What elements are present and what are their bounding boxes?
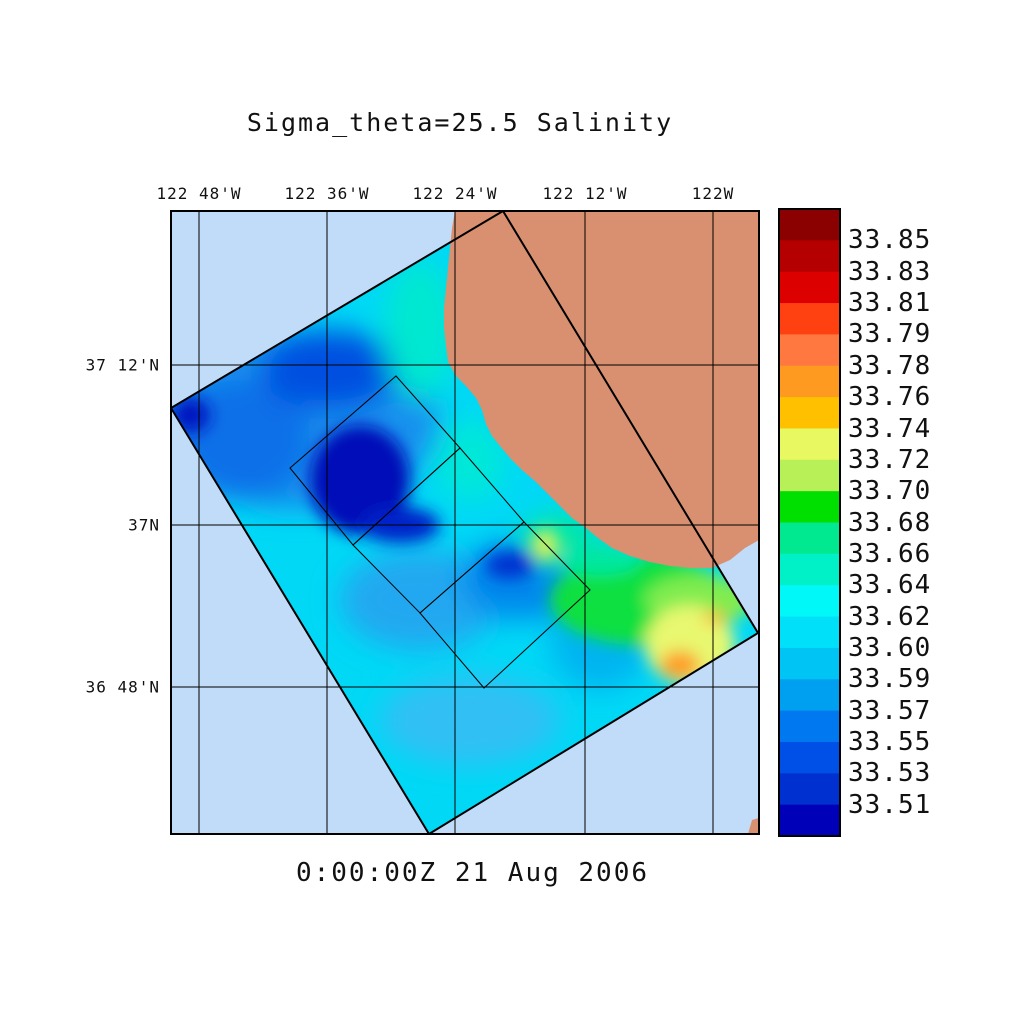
colorbar-swatch [779, 741, 840, 774]
colorbar-swatch [779, 334, 840, 367]
lat-tick-label: 37 12'N [85, 355, 160, 375]
land-mass [444, 211, 759, 568]
colorbar-swatch [779, 491, 840, 524]
colorbar-tick-label: 33.72 [848, 444, 932, 475]
colorbar-swatch [779, 209, 840, 241]
colorbar [779, 209, 840, 837]
colorbar-swatch [779, 773, 840, 806]
colorbar-tick-label: 33.64 [848, 570, 932, 601]
colorbar-swatch [779, 271, 840, 304]
lat-tick-label: 37N [128, 515, 160, 535]
colorbar-swatch [779, 553, 840, 586]
figure-title: Sigma_theta=25.5 Salinity [246, 108, 674, 137]
colorbar-swatch [779, 710, 840, 743]
lon-tick-label: 122 48'W [156, 184, 242, 203]
plot-frame [170, 210, 760, 835]
colorbar-swatch [779, 428, 840, 461]
colorbar-swatch [779, 365, 840, 398]
colorbar-tick-label: 33.74 [848, 413, 932, 444]
colorbar-tick-label: 33.66 [848, 538, 932, 569]
survey-boxes [289, 375, 591, 689]
colorbar-tick-label: 33.60 [848, 632, 932, 663]
colorbar-tick-label: 33.79 [848, 319, 932, 350]
colorbar-tick-label: 33.55 [848, 727, 932, 757]
colorbar-swatch [779, 522, 840, 555]
lon-tick-label: 122W [691, 184, 735, 203]
colorbar-tick-label: 33.78 [848, 350, 932, 381]
colorbar-tick-label: 33.59 [848, 664, 932, 695]
lon-tick-label: 122 24'W [412, 184, 498, 203]
colorbar-swatch [779, 459, 840, 492]
colorbar-tick-label: 33.68 [848, 507, 932, 538]
colorbar-tick-label: 33.57 [848, 695, 932, 726]
colorbar-tick-label: 33.62 [848, 601, 932, 632]
colorbar-swatch [779, 679, 840, 712]
timestamp: 0:00:00Z 21 Aug 2006 [295, 858, 650, 888]
colorbar-tick-label: 33.85 [848, 225, 932, 256]
colorbar-swatch [779, 303, 840, 335]
colorbar-tick-label: 33.83 [848, 256, 932, 287]
colorbar-swatch [779, 804, 840, 837]
colorbar-swatch [779, 647, 840, 680]
lon-tick-label: 122 36'W [284, 184, 370, 203]
land-islet [748, 818, 759, 834]
colorbar-tick-label: 33.51 [848, 789, 932, 820]
colorbar-tick-label: 33.70 [848, 476, 932, 507]
colorbar-tick-label: 33.76 [848, 382, 932, 413]
colorbar-frame [778, 208, 841, 837]
colorbar-swatch [779, 240, 840, 273]
colorbar-swatch [779, 585, 840, 618]
colorbar-tick-label: 33.81 [848, 288, 932, 319]
colorbar-tick-label: 33.53 [848, 758, 932, 789]
lat-tick-label: 36 48'N [85, 677, 160, 697]
lon-tick-label: 122 12'W [542, 184, 628, 203]
colorbar-swatch [779, 397, 840, 430]
colorbar-swatch [779, 616, 840, 649]
